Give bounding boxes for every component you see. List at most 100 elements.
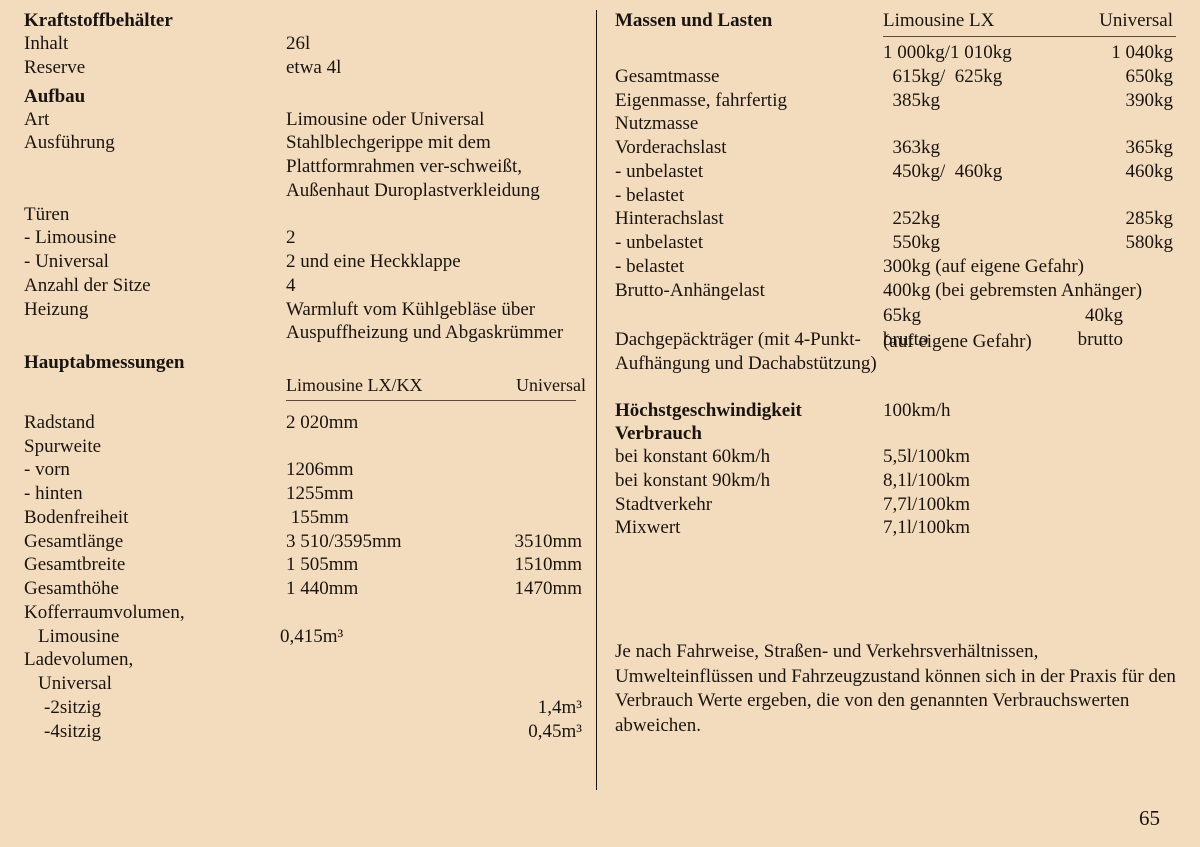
heading-dimensions: Hauptabmessungen: [24, 351, 286, 375]
right-column: Massen und Lasten Limousine LX Universal…: [596, 10, 1176, 790]
speed-row: Höchstgeschwindigkeit 100km/h: [615, 399, 1176, 423]
cargo-row: -2sitzig 1,4m³: [24, 696, 586, 720]
dim-value-univ: 1510mm: [466, 553, 586, 577]
cons-label: Stadtverkehr: [615, 493, 883, 517]
roof-rack-row: 65kg 40kg: [615, 304, 1176, 328]
mass-label: - unbelastet: [615, 160, 883, 184]
mass-label: - belastet: [615, 184, 883, 208]
body-value: 4: [286, 274, 586, 298]
mass-row: Gesamtmasse 615kg/ 625kg650kg: [615, 65, 1176, 89]
body-value: Limousine oder Universal: [286, 108, 586, 132]
dim-row: Gesamtbreite1 505mm1510mm: [24, 553, 586, 577]
mass-value-univ: 390kg: [1053, 89, 1173, 113]
cargo-label-2: Universal: [24, 672, 300, 696]
cargo-value: 1,4m³: [486, 696, 586, 720]
mass-value-span: 300kg (auf eigene Gefahr): [883, 255, 1176, 279]
dim-value-lx: 1 505mm: [286, 553, 466, 577]
mass-label: - unbelastet: [615, 231, 883, 255]
dim-value-lx: 1 440mm: [286, 577, 466, 601]
body-row: - Limousine2: [24, 226, 586, 250]
mass-value-lx: 363kg: [883, 136, 1053, 160]
body-value: 2 und eine Heckklappe: [286, 250, 586, 274]
mass-header-rule: [883, 36, 1176, 37]
heading-fuel: Kraftstoffbehälter: [24, 10, 586, 32]
dim-label: Radstand: [24, 411, 286, 435]
trunk-label-row: Kofferraumvolumen,: [24, 601, 586, 625]
mass-value-univ: 460kg: [1053, 160, 1173, 184]
dim-row: Spurweite: [24, 435, 586, 459]
mass-label: Brutto-Anhängelast: [615, 279, 883, 303]
dim-label: Gesamtbreite: [24, 553, 286, 577]
dim-row: Gesamtlänge3 510/3595mm3510mm: [24, 530, 586, 554]
two-column-layout: Kraftstoffbehälter Inhalt26lReserveetwa …: [24, 10, 1176, 790]
dims-header-rule: [286, 400, 576, 401]
fuel-row: Inhalt26l: [24, 32, 586, 56]
cons-value: 8,1l/100km: [883, 469, 1176, 493]
dim-value-univ: 3510mm: [466, 530, 586, 554]
cargo-value: 0,45m³: [486, 720, 586, 744]
body-row: AusführungStahlblechgerippe mit dem Plat…: [24, 131, 586, 202]
cargo-label: -4sitzig: [24, 720, 306, 744]
consumption-row: Stadtverkehr7,7l/100km: [615, 493, 1176, 517]
mass-label: Gesamtmasse: [615, 65, 883, 89]
dim-value-lx: 1255mm: [286, 482, 466, 506]
dim-value-univ: [466, 506, 586, 530]
mass-col-lx: Limousine LX: [883, 10, 1053, 32]
dim-label: Gesamtlänge: [24, 530, 286, 554]
roof-v1-a: 65kg: [883, 305, 921, 326]
dim-label: Spurweite: [24, 435, 286, 459]
cons-value: 7,7l/100km: [883, 493, 1176, 517]
cons-label: Mixwert: [615, 516, 883, 540]
footnote: Je nach Fahrweise, Straßen- und Verkehrs…: [615, 640, 1176, 739]
body-row: - Universal2 und eine Heckklappe: [24, 250, 586, 274]
dim-value-univ: [466, 435, 586, 459]
dim-value-lx: [286, 435, 466, 459]
body-row: Anzahl der Sitze4: [24, 274, 586, 298]
dim-value-lx: 1206mm: [286, 458, 466, 482]
roof-v2-a: 40kg: [1085, 305, 1123, 326]
mass-value-lx: 615kg/ 625kg: [883, 65, 1053, 89]
fuel-value: 26l: [286, 32, 586, 56]
fuel-label: Reserve: [24, 56, 286, 80]
mass-label: Nutzmasse: [615, 112, 883, 136]
mass-value-lx: 450kg/ 460kg: [883, 160, 1053, 184]
body-value: 2: [286, 226, 586, 250]
dim-label: - vorn: [24, 458, 286, 482]
mass-row: Nutzmasse: [615, 112, 1176, 136]
body-value: Stahlblechgerippe mit dem Plattformrahme…: [286, 131, 586, 202]
mass-row: Brutto-Anhängelast400kg (bei gebremsten …: [615, 279, 1176, 303]
mass-row: Hinterachslast 252kg285kg: [615, 207, 1176, 231]
body-label: Türen: [24, 203, 286, 227]
mass-value-lx: 385kg: [883, 89, 1053, 113]
cons-value: 5,5l/100km: [883, 445, 1176, 469]
consumption-row: bei konstant 90km/h8,1l/100km: [615, 469, 1176, 493]
mass-value-univ: 365kg: [1053, 136, 1173, 160]
cons-label: bei konstant 60km/h: [615, 445, 883, 469]
cargo-label: -2sitzig: [24, 696, 306, 720]
cargo-sub-row: Universal: [24, 672, 586, 696]
heading-mass: Massen und Lasten: [615, 10, 883, 32]
dim-value-lx: 2 020mm: [286, 411, 466, 435]
dim-row: Radstand2 020mm: [24, 411, 586, 435]
cargo-label-1: Ladevolumen,: [24, 648, 286, 672]
left-column: Kraftstoffbehälter Inhalt26lReserveetwa …: [24, 10, 596, 790]
dim-value-lx: 155mm: [286, 506, 466, 530]
mass-row: - belastet: [615, 184, 1176, 208]
trunk-label-1: Kofferraumvolumen,: [24, 601, 286, 625]
heading-consumption: Verbrauch: [615, 423, 1176, 445]
mass-value-univ: 285kg: [1053, 207, 1173, 231]
mass-value-univ: 650kg: [1053, 65, 1173, 89]
fuel-label: Inhalt: [24, 32, 286, 56]
mass-row: 1 000kg/1 010kg1 040kg: [615, 41, 1176, 65]
body-row: Türen: [24, 203, 586, 227]
dim-value-univ: 1470mm: [466, 577, 586, 601]
dim-row: Gesamthöhe1 440mm1470mm: [24, 577, 586, 601]
body-label: Ausführung: [24, 131, 286, 155]
body-row: HeizungWarmluft vom Kühlgebläse über Aus…: [24, 298, 586, 346]
dim-row: - vorn1206mm: [24, 458, 586, 482]
body-label: Heizung: [24, 298, 286, 322]
trunk-value-row: Limousine 0,415m³: [24, 625, 586, 649]
mass-header: Massen und Lasten Limousine LX Universal: [615, 10, 1176, 32]
roof-label: Dachgepäckträger (mit 4-Punkt-Aufhängung…: [615, 328, 883, 376]
dims-col-lx: Limousine LX/KX: [286, 375, 423, 395]
